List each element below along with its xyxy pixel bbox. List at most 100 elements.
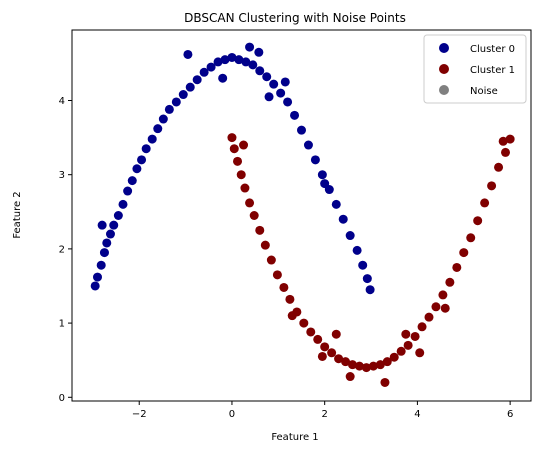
data-point bbox=[105, 229, 115, 239]
data-point bbox=[227, 133, 237, 143]
data-point bbox=[90, 281, 100, 291]
legend: Cluster 0 Cluster 1 Noise bbox=[423, 34, 527, 104]
data-point bbox=[365, 285, 375, 295]
data-point bbox=[240, 183, 250, 193]
data-point bbox=[241, 57, 251, 67]
data-point bbox=[320, 342, 330, 352]
data-point bbox=[183, 49, 193, 59]
data-point bbox=[459, 248, 469, 258]
data-point bbox=[345, 372, 355, 382]
data-point bbox=[262, 72, 272, 82]
data-point bbox=[285, 294, 295, 304]
data-point bbox=[487, 181, 497, 191]
data-point bbox=[199, 67, 209, 77]
legend-label: Cluster 1 bbox=[470, 65, 515, 76]
data-point bbox=[255, 225, 265, 235]
chart-title: DBSCAN Clustering with Noise Points bbox=[184, 11, 406, 25]
x-tick-label: 6 bbox=[507, 409, 513, 420]
data-point bbox=[260, 240, 270, 250]
data-point bbox=[178, 90, 188, 100]
data-point bbox=[494, 162, 504, 172]
data-point bbox=[368, 361, 378, 371]
data-point bbox=[109, 220, 119, 230]
y-tick-label: 4 bbox=[59, 96, 65, 107]
data-point bbox=[245, 198, 255, 208]
data-point bbox=[410, 331, 420, 341]
data-point bbox=[132, 164, 142, 174]
data-point bbox=[248, 60, 258, 70]
data-point bbox=[234, 55, 244, 65]
x-tick-label: −2 bbox=[132, 409, 147, 420]
data-point bbox=[185, 82, 195, 92]
data-point bbox=[141, 144, 151, 154]
data-point bbox=[147, 134, 157, 144]
data-point bbox=[480, 198, 490, 208]
data-point bbox=[123, 186, 133, 196]
data-point bbox=[438, 290, 448, 300]
data-point bbox=[287, 311, 297, 321]
data-point bbox=[306, 327, 316, 337]
data-point bbox=[206, 62, 216, 72]
data-point bbox=[137, 155, 147, 165]
data-point bbox=[164, 104, 174, 114]
data-point bbox=[264, 92, 274, 102]
data-point bbox=[401, 329, 411, 339]
data-point bbox=[334, 354, 344, 364]
y-tick-label: 0 bbox=[59, 393, 65, 404]
data-point bbox=[254, 47, 264, 57]
x-ticks: −2 0 2 4 6 bbox=[132, 401, 513, 420]
x-tick-label: 4 bbox=[414, 409, 420, 420]
y-tick-label: 1 bbox=[59, 319, 65, 330]
data-point bbox=[466, 233, 476, 243]
data-point bbox=[362, 274, 372, 284]
legend-marker bbox=[439, 64, 449, 74]
data-point bbox=[236, 170, 246, 180]
data-point bbox=[473, 216, 483, 226]
data-point bbox=[227, 52, 237, 62]
x-axis-label: Feature 1 bbox=[271, 432, 318, 443]
data-point bbox=[213, 57, 223, 67]
data-point bbox=[97, 220, 107, 230]
data-point bbox=[348, 360, 357, 370]
data-point bbox=[218, 73, 228, 83]
data-point bbox=[380, 377, 390, 387]
data-point bbox=[424, 312, 434, 322]
data-point bbox=[354, 361, 364, 371]
data-point bbox=[280, 77, 290, 87]
legend-label: Noise bbox=[470, 86, 498, 97]
data-point bbox=[283, 97, 293, 107]
y-tick-label: 3 bbox=[59, 170, 65, 181]
data-point bbox=[127, 176, 137, 186]
data-point bbox=[358, 260, 368, 270]
data-point bbox=[415, 348, 425, 358]
data-point bbox=[297, 125, 306, 135]
data-point bbox=[299, 318, 309, 328]
data-point bbox=[229, 144, 239, 154]
data-point bbox=[389, 352, 399, 362]
data-point bbox=[249, 211, 259, 220]
data-point bbox=[171, 97, 181, 107]
legend-box bbox=[423, 34, 527, 104]
y-axis-label: Feature 2 bbox=[12, 191, 23, 238]
legend-label: Cluster 0 bbox=[470, 44, 515, 55]
data-point bbox=[290, 110, 300, 120]
y-ticks: 0 1 2 3 4 bbox=[59, 96, 72, 404]
x-tick-label: 2 bbox=[321, 409, 327, 420]
data-point bbox=[303, 140, 313, 150]
data-point bbox=[113, 211, 123, 220]
data-point bbox=[245, 42, 255, 52]
data-point bbox=[396, 346, 406, 356]
data-point bbox=[501, 147, 510, 157]
data-point bbox=[102, 238, 112, 248]
data-point bbox=[239, 140, 249, 150]
data-point bbox=[327, 348, 337, 358]
data-point bbox=[331, 199, 341, 209]
data-point bbox=[417, 322, 427, 332]
data-point bbox=[99, 248, 109, 258]
legend-marker bbox=[439, 43, 449, 53]
data-point bbox=[338, 214, 348, 224]
points-layer bbox=[90, 42, 515, 387]
data-point bbox=[331, 329, 341, 339]
data-point bbox=[345, 231, 355, 241]
